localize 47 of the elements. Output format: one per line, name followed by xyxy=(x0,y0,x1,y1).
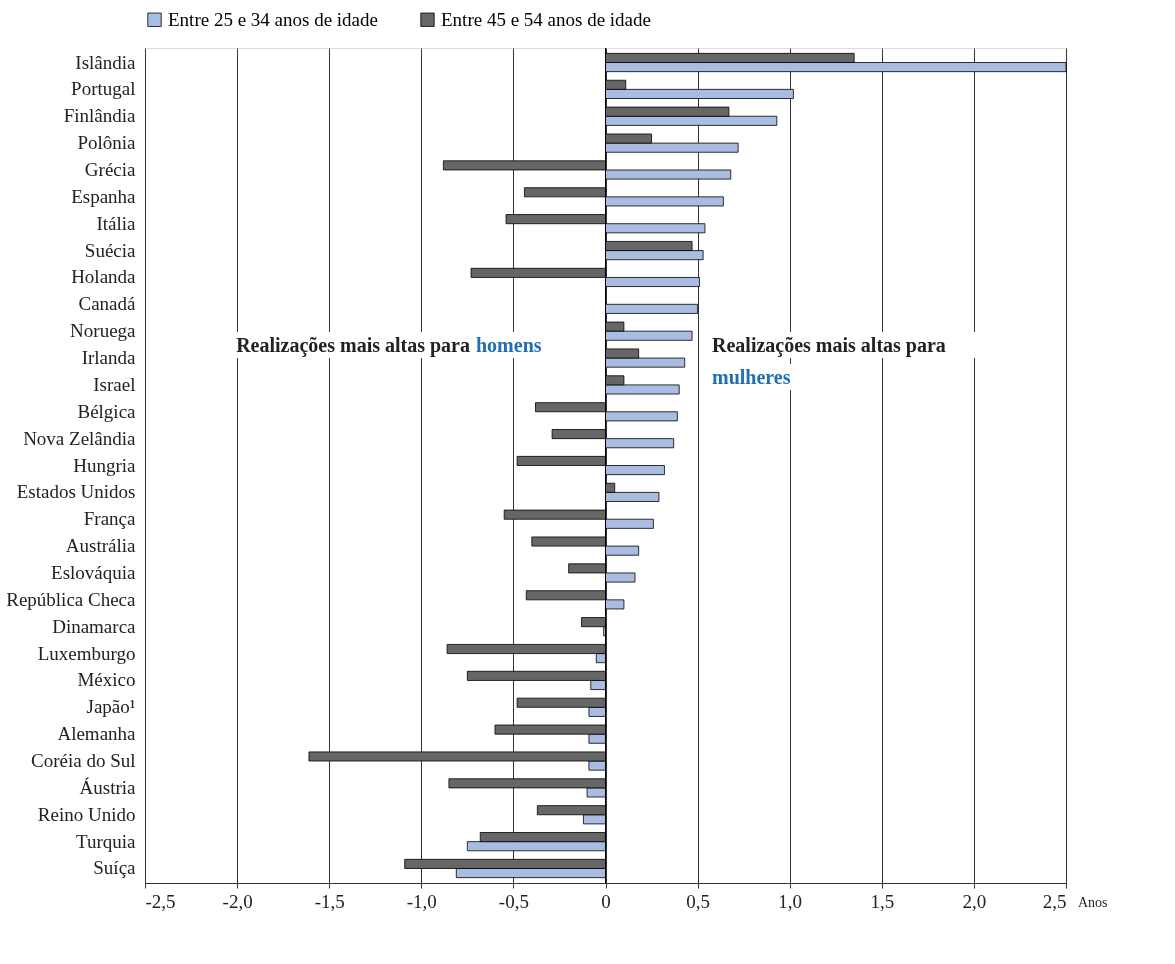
annotation: Realizações mais altas para homens xyxy=(236,334,542,357)
y-tick-label: Suíça xyxy=(93,857,137,879)
y-tick-label: Hungria xyxy=(73,454,137,476)
x-tick-label: -2,5 xyxy=(145,890,176,912)
x-tick-label: -1,5 xyxy=(314,890,345,912)
x-tick-label: 1,5 xyxy=(870,890,895,912)
legend-label: Entre 45 e 54 anos de idade xyxy=(441,8,651,30)
x-tick-label: 0,5 xyxy=(686,890,710,912)
y-tick-label: Áustria xyxy=(79,776,137,798)
y-tick-label: Islândia xyxy=(75,51,137,73)
y-tick-label: Coréia do Sul xyxy=(31,750,136,772)
y-tick-label: Irlanda xyxy=(81,347,137,369)
y-tick-label: Dinamarca xyxy=(52,615,137,637)
y-tick-label: Noruega xyxy=(70,320,137,342)
y-tick-label: Bélgica xyxy=(77,400,137,422)
x-tick-label: -0,5 xyxy=(498,890,529,912)
y-tick-label: Nova Zelândia xyxy=(23,427,137,449)
x-tick-label: 1,0 xyxy=(778,890,803,912)
y-tick-label: Alemanha xyxy=(57,723,137,745)
x-tick-label: 2,5 xyxy=(1042,890,1067,912)
y-tick-label: Polônia xyxy=(77,132,137,154)
y-tick-label: Reino Unido xyxy=(37,803,136,825)
y-tick-label: República Checa xyxy=(6,588,137,610)
y-tick-label: Grécia xyxy=(84,158,137,180)
y-tick-label: Itália xyxy=(96,212,137,234)
x-tick-label: 0 xyxy=(601,890,611,912)
x-tick-label: 2,0 xyxy=(962,890,987,912)
y-tick-label: Espanha xyxy=(71,185,137,207)
y-tick-label: México xyxy=(77,669,136,691)
y-tick-label: Holanda xyxy=(71,266,137,288)
legend-label: Entre 25 e 34 anos de idade xyxy=(168,8,378,30)
y-tick-label: Japão¹ xyxy=(86,696,136,718)
y-tick-label: França xyxy=(83,508,137,530)
y-tick-label: Turquia xyxy=(76,830,137,852)
y-tick-label: Finlândia xyxy=(63,105,137,127)
y-tick-label: Canadá xyxy=(78,293,137,315)
annotation: Realizações mais altas para mulheres xyxy=(712,334,946,388)
y-tick-label: Estados Unidos xyxy=(16,481,136,503)
y-tick-label: Portugal xyxy=(71,78,136,100)
y-tick-label: Austrália xyxy=(65,535,137,557)
y-tick-label: Suécia xyxy=(84,239,137,261)
y-tick-label: Israel xyxy=(93,373,136,395)
x-axis-title: Anos xyxy=(1078,895,1108,910)
x-tick-label: -2,0 xyxy=(222,890,253,912)
y-tick-label: Eslováquia xyxy=(51,561,137,583)
y-tick-label: Luxemburgo xyxy=(37,642,136,664)
x-tick-label: -1,0 xyxy=(406,890,437,912)
